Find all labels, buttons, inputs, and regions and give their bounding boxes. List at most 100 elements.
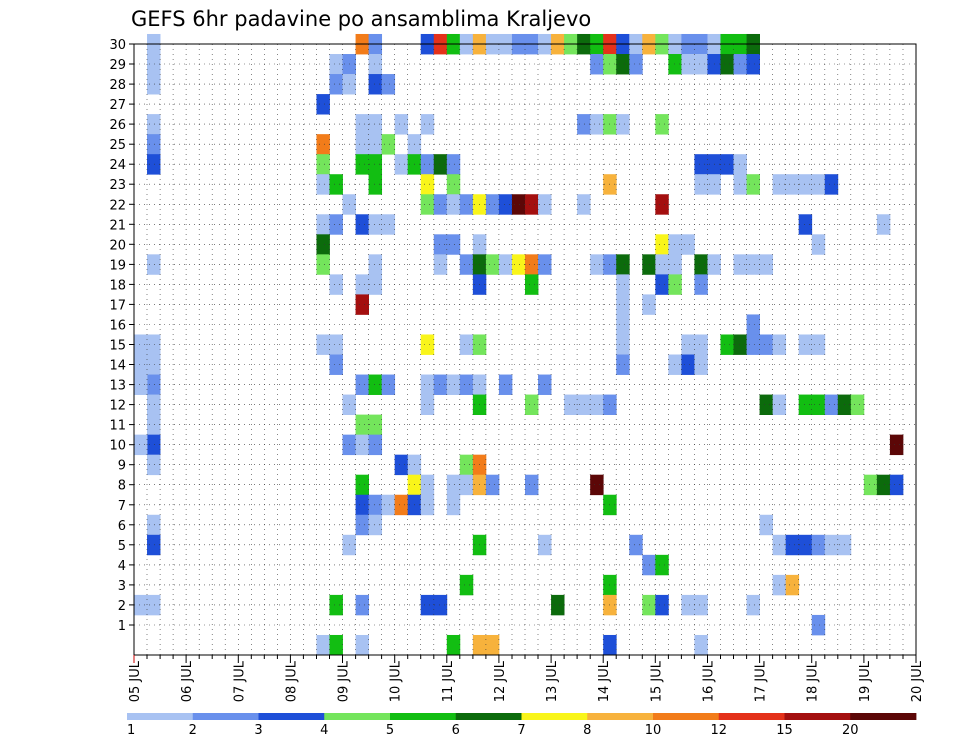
heatmap-cell [485, 254, 500, 275]
colorbar-label: 3 [254, 723, 262, 738]
heatmap-cell [316, 214, 330, 235]
x-tick-label: 16 JUL [702, 660, 717, 702]
heatmap-cell [329, 74, 343, 95]
heatmap-cell [368, 154, 383, 175]
heatmap-cell [616, 254, 630, 275]
heatmap-cell [616, 114, 630, 135]
heatmap-cell [668, 54, 682, 75]
heatmap-cell [655, 234, 669, 255]
heatmap-cell [329, 594, 343, 616]
heatmap-cell [485, 634, 500, 656]
heatmap-cell [811, 614, 826, 636]
x-tick-label: 12 JUL [493, 660, 508, 702]
heatmap-cell [433, 374, 448, 395]
heatmap-cell [316, 174, 330, 195]
heatmap-cell [655, 274, 669, 295]
heatmap-cell [368, 274, 383, 295]
y-tick-label: 18 [109, 278, 126, 293]
heatmap-cell [394, 454, 409, 476]
heatmap-cell [446, 234, 461, 255]
heatmap-cell [147, 354, 161, 375]
heatmap-cell [446, 494, 461, 516]
heatmap-cell [746, 334, 760, 355]
heatmap-cell [511, 254, 526, 275]
heatmap-cell [329, 54, 343, 75]
heatmap-cell [147, 534, 161, 556]
heatmap-cell [681, 234, 695, 255]
heatmap-cell [629, 534, 643, 556]
heatmap-cell [147, 594, 161, 616]
heatmap-cell [355, 374, 369, 395]
heatmap-cell [420, 594, 435, 616]
heatmap-cell [147, 514, 161, 536]
heatmap-cell [824, 534, 839, 556]
y-tick-label: 3 [118, 579, 126, 594]
heatmap-cell [394, 154, 409, 175]
heatmap-cell [329, 214, 343, 235]
heatmap-cell [368, 254, 383, 275]
colorbar-swatch [258, 713, 325, 720]
y-tick-label: 20 [109, 238, 126, 253]
heatmap-cell [355, 154, 369, 175]
heatmap-cell [147, 434, 161, 456]
heatmap-cell [485, 194, 500, 215]
heatmap-cell [368, 414, 383, 436]
x-tick-label: 06 JUL [180, 660, 195, 702]
heatmap-cell [733, 174, 747, 195]
heatmap-cell [681, 54, 695, 75]
heatmap-cell [316, 94, 330, 115]
y-tick-label: 27 [109, 98, 126, 113]
heatmap-cell [590, 394, 604, 415]
heatmap-cell [525, 474, 539, 496]
heatmap-cell [811, 234, 826, 255]
heatmap-cell [147, 134, 161, 155]
heatmap-cell [694, 594, 708, 616]
heatmap-cell [603, 634, 617, 656]
heatmap-cell [459, 334, 474, 355]
heatmap-cell [616, 274, 630, 295]
colorbar-label: 12 [711, 723, 728, 738]
heatmap-cell [147, 454, 161, 476]
heatmap-cell [759, 394, 774, 415]
heatmap-cell [147, 54, 161, 75]
heatmap-cell [420, 174, 435, 195]
heatmap-cell [433, 154, 448, 175]
heatmap-cell [577, 114, 591, 135]
heatmap-cell [459, 474, 474, 496]
heatmap-cell [785, 534, 800, 556]
heatmap-cell [329, 634, 343, 656]
heatmap-cell [850, 394, 865, 415]
y-tick-label: 14 [109, 359, 126, 374]
colorbar-swatch [653, 713, 720, 720]
x-tick-label: 11 JUL [441, 660, 456, 702]
colorbar-swatch [521, 713, 588, 720]
heatmap-cell [824, 394, 839, 415]
heatmap-cell [420, 154, 435, 175]
y-tick-label: 15 [109, 339, 126, 354]
heatmap-cell [525, 274, 539, 295]
heatmap-cell [498, 374, 513, 395]
x-tick-label: 17 JUL [754, 660, 769, 702]
heatmap-cell [147, 114, 161, 135]
heatmap-cell [420, 394, 435, 415]
heatmap-cell [433, 234, 448, 255]
heatmap-cell [525, 394, 539, 415]
heatmap-cell [355, 474, 369, 496]
heatmap-cell [694, 174, 708, 195]
heatmap-cell [746, 314, 760, 335]
y-tick-label: 29 [109, 58, 126, 73]
heatmap-cell [616, 294, 630, 315]
heatmap-cell [681, 334, 695, 355]
heatmap-cell [381, 214, 396, 235]
heatmap-cell [355, 114, 369, 135]
heatmap-cell [355, 134, 369, 155]
y-tick-label: 6 [118, 519, 126, 534]
heatmap-cell [433, 254, 448, 275]
heatmap-cell [368, 214, 383, 235]
heatmap-cell [368, 494, 383, 516]
colorbar-swatch [192, 713, 259, 720]
heatmap-cell [655, 594, 669, 616]
heatmap-cells [134, 33, 904, 656]
y-tick-label: 26 [109, 118, 126, 133]
